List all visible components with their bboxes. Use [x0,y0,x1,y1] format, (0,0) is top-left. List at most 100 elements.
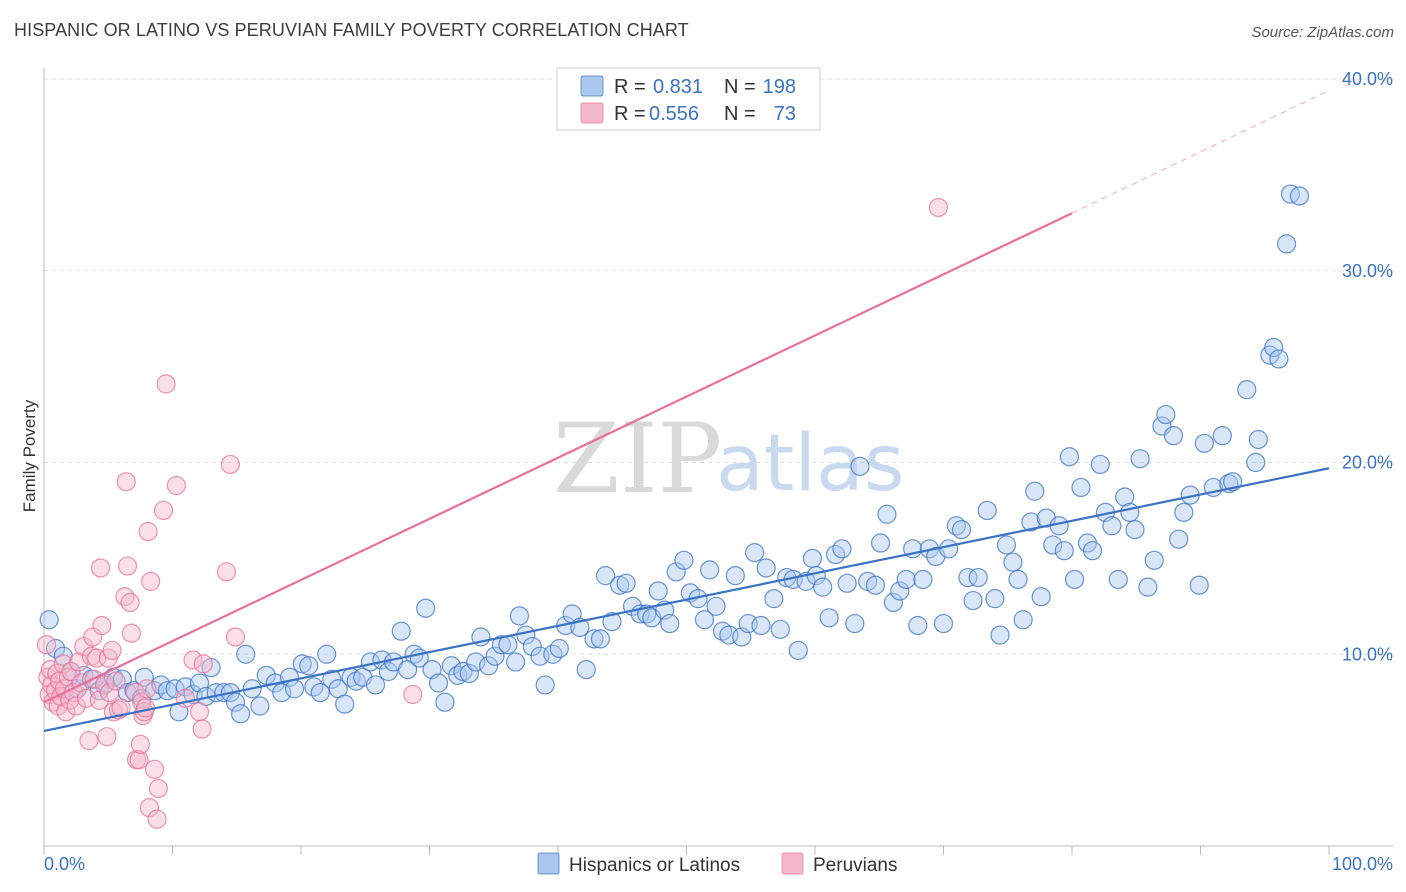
hispanics-point [764,589,784,609]
hispanics-point [1054,541,1074,561]
x-tick-label-min: 0.0% [44,854,85,874]
peruvians-point [125,682,145,703]
hispanics-point [479,656,499,676]
hispanics-point [756,558,776,578]
hispanics-point [1144,550,1164,570]
hispanics-point [231,704,251,724]
hispanics-point [441,656,461,676]
hispanics-point [584,629,604,649]
peruvians-point [225,627,246,647]
hispanics-point [745,543,765,563]
hispanics-point [602,612,622,632]
hispanics-point [378,661,398,682]
y-tick-label-0: 10.0% [1342,644,1393,664]
hispanics-point [939,539,959,559]
hispanics-point [134,667,154,687]
hispanics-point [509,606,530,626]
hispanics-point [951,520,972,540]
hispanics-point [595,566,616,586]
hispanics-point [1031,587,1051,607]
hispanics-point [890,581,910,601]
hispanics-point [1059,447,1080,467]
peruvians-point [928,197,948,218]
hispanics-point [908,615,928,636]
bottom-legend: Hispanics or Latinos Peruvians [537,852,898,876]
hispanics-point [883,592,903,613]
hispanics-point [549,638,569,659]
hispanics-point [1064,569,1085,590]
peruvians-point [36,635,57,655]
hispanics-point [968,567,988,588]
peruvians-point [148,778,168,799]
hispanics-point [996,535,1017,555]
hispanics-point [1194,433,1214,453]
legend-n-value-blue: 198 [763,76,796,98]
legend-r-label-pink: R = [614,103,646,125]
x-tick-label-max: 100.0% [1332,854,1393,874]
peruvians-point [89,690,109,710]
watermark: ZIP atlas [553,403,905,515]
hispanics-point [946,516,966,536]
hispanics-point [1115,487,1135,507]
hispanics-point [1025,481,1045,501]
hispanics-point [751,615,771,636]
hispanics-point [299,656,319,676]
hispanics-point [802,548,823,568]
hispanics-trend-line [43,467,1330,733]
hispanics-point [1174,502,1194,522]
hispanics-point [1043,535,1063,555]
bottom-legend-swatch-peruvians [781,852,804,875]
hispanics-point [725,566,745,586]
hispanics-point [1008,569,1028,590]
source-label: Source: ZipAtlas.com [1251,24,1394,41]
peruvians-point [141,571,161,591]
hispanics-point [416,598,436,618]
hispanics-point [435,692,455,712]
hispanics-point [272,682,292,703]
hispanics-point [1003,552,1023,572]
chart-title: HISPANIC OR LATINO VS PERUVIAN FAMILY PO… [14,20,689,40]
peruvians-point [189,702,210,722]
peruvians-point [138,521,158,542]
hispanics-point [870,533,891,553]
hispanics-point [666,562,686,582]
hispanics-point [963,590,983,611]
hispanics-point [236,644,256,664]
peruvians-point [47,663,67,684]
hispanics-point [845,613,865,634]
hispanics-point [1289,186,1310,206]
hispanics-point [1189,575,1209,595]
peruvians-point [66,696,86,716]
legend-swatch-pink [580,102,604,124]
hispanics-point [428,673,449,693]
y-tick-label-2: 30.0% [1342,261,1393,281]
hispanics-point [491,635,512,655]
legend-r-value-blue: 0.831 [653,76,703,98]
peruvians-point [153,500,174,521]
peruvians-point [97,727,117,747]
hispanics-point [616,573,636,593]
peruvians-point [116,472,136,492]
peruvians-point [90,558,111,578]
hispanics-point [1090,454,1110,475]
hispanics-point [1082,541,1103,561]
hispanics-point [365,675,386,695]
hispanics-point [1276,234,1297,254]
y-tick-label-1: 20.0% [1342,453,1393,473]
peruvians-point [102,640,122,661]
hispanics-point [1130,449,1150,469]
hispanics-point [1071,477,1091,498]
hispanics-point [1125,520,1145,540]
hispanics-point [505,652,526,672]
y-tick-label-3: 40.0% [1342,69,1393,89]
hispanics-point [850,456,870,476]
hispanics-point [39,610,59,630]
hispanics-point [1013,610,1033,630]
peruvians-point [120,592,140,613]
peruvians-point [115,587,135,607]
legend: R = 0.831 N = 198 R = 0.556 N = 73 [556,67,821,131]
legend-n-label-blue: N = [724,76,756,98]
peruvians-point [106,671,126,691]
hispanics-point [958,567,978,588]
